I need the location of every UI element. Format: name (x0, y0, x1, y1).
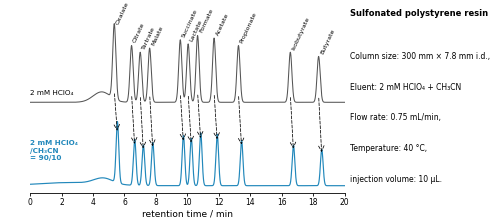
Text: Isobutyrate: Isobutyrate (291, 16, 311, 50)
Text: injection volume: 10 μL.: injection volume: 10 μL. (350, 174, 442, 183)
Text: Succinate: Succinate (181, 8, 199, 38)
X-axis label: retention time / min: retention time / min (142, 210, 233, 219)
Text: Citrate: Citrate (132, 22, 146, 44)
Text: 2 mM HClO₄
/CH₃CN
= 90/10: 2 mM HClO₄ /CH₃CN = 90/10 (30, 140, 78, 162)
Text: Malate: Malate (150, 25, 164, 46)
Text: Tartrate: Tartrate (141, 26, 156, 50)
Text: Butyrate: Butyrate (319, 28, 336, 55)
Text: Flow rate: 0.75 mL/min,: Flow rate: 0.75 mL/min, (350, 113, 441, 123)
Text: Eluent: 2 mM HClO₄ + CH₃CN: Eluent: 2 mM HClO₄ + CH₃CN (350, 83, 461, 92)
Text: Column size: 300 mm × 7.8 mm i.d.,: Column size: 300 mm × 7.8 mm i.d., (350, 52, 490, 61)
Text: Temperature: 40 °C,: Temperature: 40 °C, (350, 144, 427, 153)
Text: Sulfonated polystyrene resin: Sulfonated polystyrene resin (350, 9, 488, 18)
Text: Propionate: Propionate (239, 11, 258, 44)
Text: Acetate: Acetate (215, 12, 230, 36)
Text: 2 mM HClO₄: 2 mM HClO₄ (30, 90, 73, 96)
Text: Formate: Formate (198, 8, 214, 34)
Text: Lactate: Lactate (189, 19, 203, 42)
Text: Oxalate: Oxalate (115, 1, 130, 26)
